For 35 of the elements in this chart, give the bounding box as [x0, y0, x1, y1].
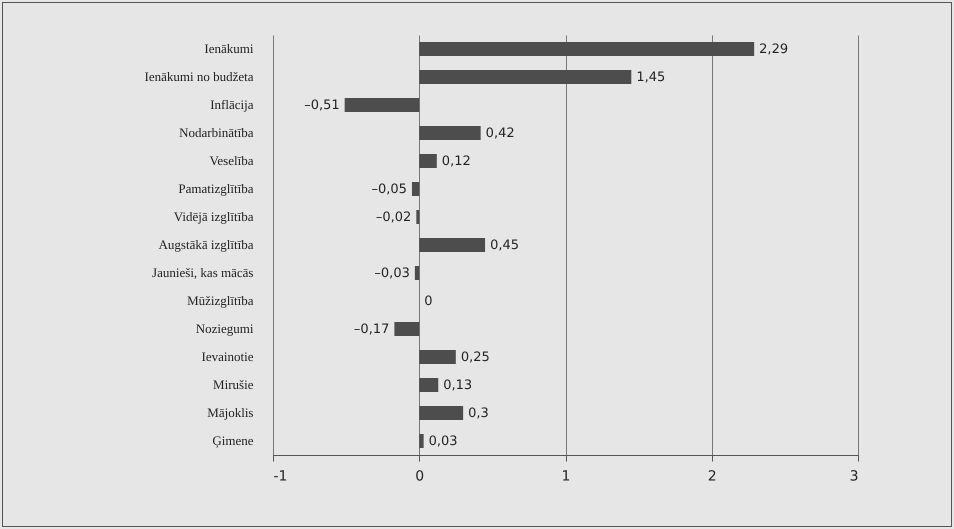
- data-label: 0,03: [428, 434, 458, 449]
- y-tick-label: Ievainotie: [202, 349, 254, 364]
- y-tick-label: Ienākumi no budžeta: [144, 69, 254, 84]
- data-label: 2,29: [759, 42, 788, 57]
- data-label: 0,45: [490, 238, 520, 253]
- data-label: 0,42: [486, 126, 515, 141]
- data-label: 0: [424, 294, 433, 309]
- y-tick-label: Mūžizglītība: [187, 293, 254, 308]
- data-label: 0,13: [443, 378, 472, 393]
- x-tick-label: 1: [562, 468, 570, 484]
- data-label: –0,02: [376, 210, 412, 225]
- y-tick-label: Noziegumi: [196, 321, 254, 336]
- data-label: 1,45: [636, 70, 666, 85]
- data-label: 0,3: [468, 406, 489, 421]
- x-tick-label: 3: [850, 468, 858, 484]
- data-label: –0,03: [374, 266, 410, 281]
- y-tick-label: Augstākā izglītība: [158, 237, 254, 252]
- x-tick-label: -1: [274, 468, 288, 484]
- y-tick-label: Mājoklis: [207, 405, 254, 420]
- y-tick-label: Ienākumi: [204, 41, 254, 56]
- data-label: –0,51: [304, 98, 340, 113]
- y-tick-label: Nodarbinātība: [179, 125, 254, 140]
- y-tick-label: Veselība: [209, 153, 254, 168]
- data-label: –0,17: [354, 322, 390, 337]
- y-tick-label: Mirušie: [213, 377, 254, 392]
- x-tick-label: 2: [708, 468, 717, 484]
- x-tick-label: 0: [415, 468, 424, 484]
- y-tick-label: Vidējā izglītība: [174, 209, 254, 224]
- y-tick-label: Inflācija: [210, 97, 254, 112]
- y-tick-label: Jaunieši, kas mācās: [152, 265, 254, 280]
- y-tick-label: Pamatizglītība: [178, 181, 254, 196]
- data-label: 0,25: [460, 350, 490, 365]
- data-label: 0,12: [442, 154, 471, 169]
- y-tick-label: Ģimene: [212, 433, 254, 448]
- data-label: –0,05: [371, 182, 407, 197]
